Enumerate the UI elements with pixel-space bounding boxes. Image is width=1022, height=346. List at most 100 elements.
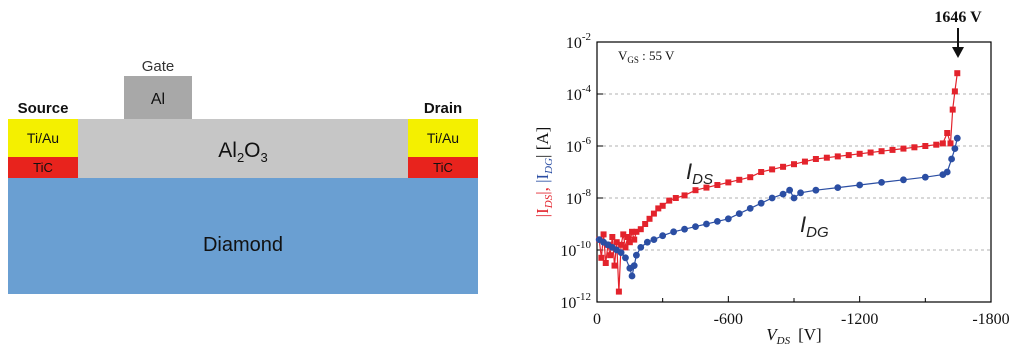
data-point: [769, 166, 776, 173]
data-point: [659, 232, 667, 240]
data-point: [747, 174, 754, 181]
data-point: [921, 173, 929, 181]
data-point: [834, 153, 841, 160]
y-tick-label: 10-4: [566, 83, 592, 104]
data-point: [954, 70, 961, 77]
data-point: [856, 150, 863, 157]
data-point: [630, 262, 638, 269]
data-point: [797, 189, 804, 197]
data-point: [602, 260, 609, 266]
source-label: Source: [18, 100, 69, 117]
data-point: [724, 215, 732, 223]
data-point: [633, 251, 640, 259]
data-point: [834, 184, 842, 192]
data-point: [620, 231, 627, 238]
gate-label: Gate: [142, 58, 175, 75]
data-point: [951, 145, 959, 153]
data-point: [598, 254, 605, 261]
data-point: [735, 210, 743, 218]
data-point: [746, 205, 754, 212]
data-point: [642, 221, 649, 227]
data-point: [713, 218, 721, 225]
data-point: [624, 234, 631, 240]
data-point: [812, 186, 820, 194]
drain-contact: [408, 119, 478, 157]
gate-metal-label: Al: [151, 91, 165, 108]
data-point: [823, 154, 830, 161]
data-point: [626, 239, 633, 246]
data-point: [922, 143, 929, 149]
data-point: [768, 194, 776, 202]
source-tic-label: TiC: [33, 160, 53, 175]
breakdown-label: 1646 V: [934, 9, 982, 26]
data-point: [607, 252, 614, 259]
data-point: [889, 146, 896, 153]
idg-series-label: IDG: [800, 212, 829, 241]
data-point: [613, 239, 620, 246]
y-tick-label: 10-6: [566, 135, 592, 156]
data-point: [629, 228, 636, 235]
data-point: [948, 155, 955, 163]
series-idg: [595, 134, 961, 280]
y-axis-ticks: 10-12 10-10 10-8 10-6 10-4 10-2: [560, 31, 603, 312]
drain-tic: [408, 157, 478, 178]
data-point: [670, 228, 678, 236]
data-point: [650, 210, 657, 217]
data-point: [681, 192, 688, 199]
vgs-annotation: VGS : 55 V: [618, 48, 675, 65]
data-point: [878, 179, 885, 186]
data-point: [666, 197, 673, 204]
data-point: [845, 152, 852, 159]
data-point: [725, 179, 732, 186]
drain-tic-label: TiC: [433, 160, 453, 175]
x-axis-ticks: 0 -600 -1200 -1800: [593, 296, 1010, 328]
data-point: [628, 272, 636, 280]
data-point: [790, 194, 798, 202]
data-point: [622, 244, 629, 251]
x-tick-label: 0: [593, 311, 601, 328]
plot-frame: [596, 41, 992, 303]
diamond-label: Diamond: [203, 234, 283, 256]
data-point: [659, 202, 666, 209]
data-point: [949, 106, 956, 113]
data-point: [933, 141, 940, 148]
x-tick-label: -600: [714, 311, 743, 328]
data-point: [655, 205, 662, 212]
data-point: [939, 140, 946, 147]
data-point: [758, 169, 765, 175]
al2o3-label: Al2O3: [218, 139, 268, 165]
data-point: [646, 215, 653, 222]
series-line: [598, 138, 958, 277]
data-point: [953, 134, 961, 142]
data-point: [780, 163, 787, 170]
data-point: [757, 199, 765, 207]
data-point: [637, 244, 645, 251]
data-point: [801, 158, 808, 165]
source-contact: [8, 119, 78, 157]
data-point: [622, 254, 629, 262]
y-tick-label: 10-2: [566, 31, 591, 52]
data-point: [681, 225, 688, 233]
data-point: [650, 236, 658, 244]
data-point: [615, 288, 622, 295]
series-ids: [596, 70, 961, 295]
data-point: [786, 186, 794, 194]
data-point: [856, 181, 864, 189]
data-point: [791, 161, 797, 168]
drain-contact-label: Ti/Au: [427, 130, 459, 146]
data-point: [911, 144, 918, 151]
data-point: [951, 88, 958, 95]
data-point: [878, 148, 885, 155]
x-axis-label: VDS [V]: [766, 325, 821, 346]
y-tick-label: 10-10: [560, 239, 591, 260]
x-tick-label: -1800: [972, 311, 1009, 328]
drain-label: Drain: [424, 100, 462, 117]
gate-metal: [124, 76, 192, 119]
y-axis-label: |IDS|, |IDG| [A]: [533, 127, 555, 218]
data-point: [736, 176, 743, 183]
data-point: [643, 238, 651, 246]
data-point: [943, 168, 951, 176]
data-point: [779, 190, 787, 198]
data-point: [900, 176, 907, 184]
